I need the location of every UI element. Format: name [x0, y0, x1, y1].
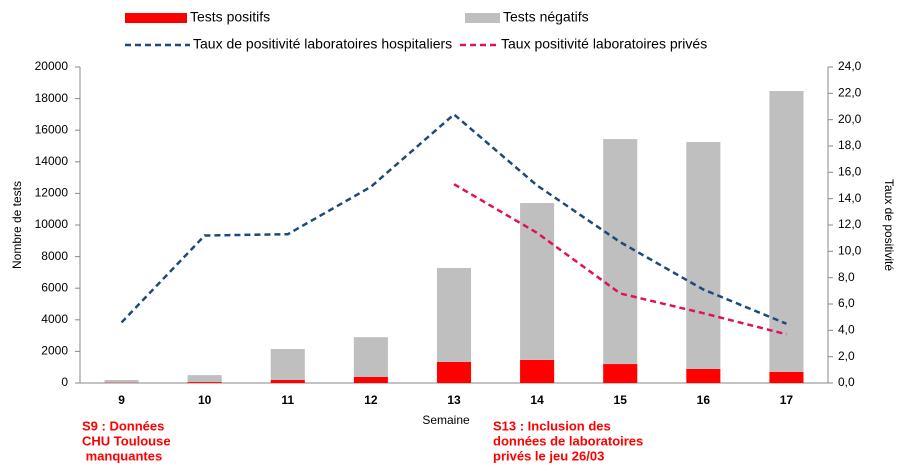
- x-tick-label: 11: [281, 393, 294, 407]
- x-tick-label: 13: [447, 393, 461, 407]
- y-tick-label: 12000: [35, 186, 69, 200]
- y2-tick-label: 10,0: [838, 244, 862, 258]
- y2-tick-label: 20,0: [838, 112, 862, 126]
- bar: [520, 360, 554, 383]
- annotation: données de laboratoires: [493, 433, 643, 448]
- bar: [437, 362, 471, 383]
- y-axis-label: Nombre de tests: [10, 181, 24, 269]
- bar: [354, 337, 388, 377]
- bar: [686, 369, 720, 383]
- y-tick-label: 16000: [35, 122, 69, 136]
- bar: [354, 377, 388, 383]
- y-tick-label: 8000: [41, 249, 68, 263]
- bar: [271, 380, 305, 383]
- bar: [271, 349, 305, 380]
- y-tick-label: 20000: [35, 59, 69, 73]
- x-tick-label: 17: [780, 393, 794, 407]
- y2-tick-label: 12,0: [838, 217, 862, 231]
- y-tick-label: 2000: [41, 344, 68, 358]
- bar: [105, 380, 139, 383]
- annotation: privés le jeu 26/03: [493, 448, 604, 463]
- y-tick-label: 18000: [35, 91, 69, 105]
- legend-swatch: [125, 13, 187, 23]
- legend-label: Tests positifs: [190, 9, 270, 25]
- x-tick-label: 10: [198, 393, 212, 407]
- y2-tick-label: 6,0: [838, 296, 855, 310]
- x-tick-label: 14: [530, 393, 544, 407]
- x-axis-label: Semaine: [422, 413, 470, 427]
- bar: [769, 91, 803, 372]
- bar: [769, 372, 803, 383]
- y2-tick-label: 14,0: [838, 191, 862, 205]
- legend-label: Taux de positivité laboratoires hospital…: [193, 36, 452, 52]
- y-tick-label: 14000: [35, 154, 69, 168]
- annotation: S9 : Données: [82, 418, 164, 433]
- y2-tick-label: 4,0: [838, 323, 855, 337]
- bar: [188, 375, 222, 382]
- y-tick-label: 10000: [35, 217, 69, 231]
- y2-tick-label: 24,0: [838, 59, 862, 73]
- x-tick-label: 16: [697, 393, 711, 407]
- y2-tick-label: 2,0: [838, 349, 855, 363]
- legend-label: Tests négatifs: [503, 9, 589, 25]
- annotation: CHU Toulouse: [82, 433, 171, 448]
- bar: [603, 364, 637, 383]
- y2-tick-label: 18,0: [838, 138, 862, 152]
- annotation: manquantes: [82, 448, 162, 463]
- y-tick-label: 6000: [41, 280, 68, 294]
- legend-swatch: [465, 13, 500, 23]
- x-tick-label: 9: [118, 393, 125, 407]
- bar: [686, 142, 720, 369]
- y-tick-label: 4000: [41, 312, 68, 326]
- bar: [603, 139, 637, 364]
- annotation: S13 : Inclusion des: [493, 418, 611, 433]
- y2-axis-label: Taux de positivité: [882, 179, 896, 271]
- y2-tick-label: 16,0: [838, 165, 862, 179]
- y2-tick-label: 0,0: [838, 375, 855, 389]
- x-tick-label: 12: [364, 393, 378, 407]
- y2-tick-label: 8,0: [838, 270, 855, 284]
- y-tick-label: 0: [61, 375, 68, 389]
- y2-tick-label: 22,0: [838, 86, 862, 100]
- legend-label: Taux positivité laboratoires privés: [501, 36, 707, 52]
- x-tick-label: 15: [614, 393, 628, 407]
- bar: [188, 382, 222, 383]
- bar: [437, 268, 471, 362]
